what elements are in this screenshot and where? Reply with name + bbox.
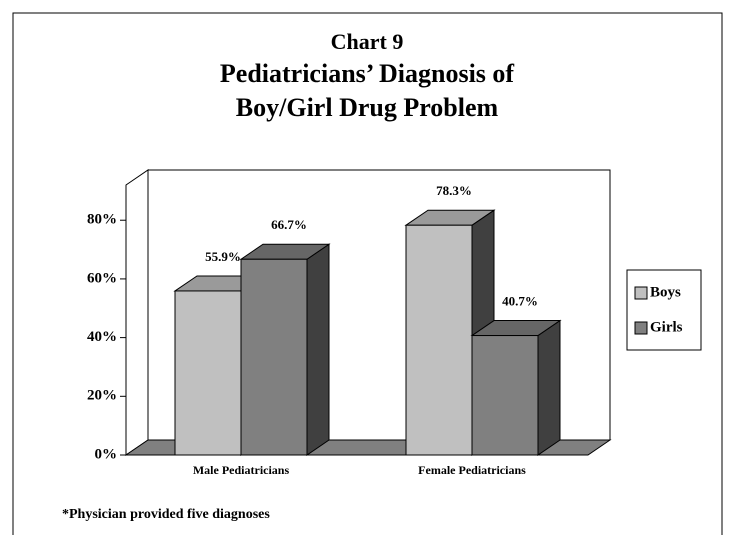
- legend-label: Girls: [650, 319, 683, 335]
- x-tick-label: Female Pediatricians: [418, 463, 526, 477]
- y-tick-label: 60%: [87, 270, 117, 286]
- y-tick-label: 0%: [95, 446, 118, 462]
- y-tick-label: 80%: [87, 212, 117, 228]
- data-label: 40.7%: [502, 294, 538, 309]
- y-tick-label: 40%: [87, 329, 117, 345]
- legend: [626, 269, 702, 351]
- legend-label: Boys: [650, 284, 681, 300]
- bar: [174, 290, 242, 456]
- bar: [471, 335, 539, 456]
- footnote: *Physician provided five diagnoses: [62, 507, 270, 522]
- bar: [240, 258, 308, 456]
- data-label: 66.7%: [271, 217, 307, 232]
- bar: [405, 224, 473, 456]
- legend-swatch: [634, 321, 648, 335]
- chart-title: Pediatricians’ Diagnosis of: [220, 59, 515, 88]
- chart-title: Chart 9: [331, 29, 404, 54]
- data-label: 55.9%: [205, 249, 241, 264]
- y-tick-label: 20%: [87, 388, 117, 404]
- x-tick-label: Male Pediatricians: [193, 463, 290, 477]
- legend-swatch: [634, 286, 648, 300]
- bar-side: [306, 243, 330, 456]
- side-wall: [125, 169, 149, 456]
- chart-title: Boy/Girl Drug Problem: [236, 93, 499, 122]
- bar-side: [537, 319, 561, 456]
- data-label: 78.3%: [436, 183, 472, 198]
